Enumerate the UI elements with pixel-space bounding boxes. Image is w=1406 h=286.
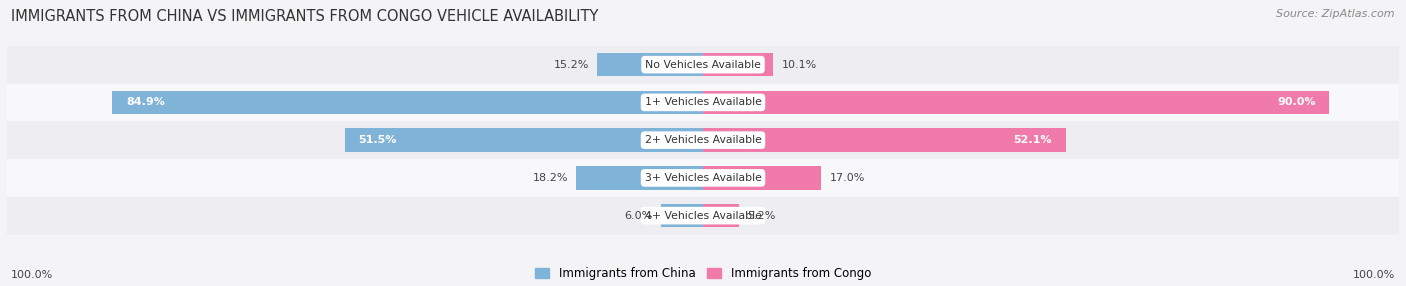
Bar: [7, 197, 1399, 235]
Text: 10.1%: 10.1%: [782, 60, 817, 69]
Text: No Vehicles Available: No Vehicles Available: [645, 60, 761, 69]
Text: 6.0%: 6.0%: [624, 211, 652, 221]
Text: 100.0%: 100.0%: [11, 270, 53, 280]
Text: 17.0%: 17.0%: [830, 173, 865, 183]
Text: 2+ Vehicles Available: 2+ Vehicles Available: [644, 135, 762, 145]
Legend: Immigrants from China, Immigrants from Congo: Immigrants from China, Immigrants from C…: [534, 267, 872, 280]
Bar: [661, 204, 703, 227]
Text: 3+ Vehicles Available: 3+ Vehicles Available: [644, 173, 762, 183]
Bar: [112, 91, 703, 114]
Bar: [598, 53, 703, 76]
Bar: [7, 121, 1399, 159]
Text: 84.9%: 84.9%: [127, 98, 165, 107]
Bar: [703, 128, 1066, 152]
Bar: [344, 128, 703, 152]
Bar: [7, 46, 1399, 84]
Text: Source: ZipAtlas.com: Source: ZipAtlas.com: [1277, 9, 1395, 19]
Bar: [703, 53, 773, 76]
Text: IMMIGRANTS FROM CHINA VS IMMIGRANTS FROM CONGO VEHICLE AVAILABILITY: IMMIGRANTS FROM CHINA VS IMMIGRANTS FROM…: [11, 9, 599, 23]
Bar: [7, 159, 1399, 197]
Text: 100.0%: 100.0%: [1353, 270, 1395, 280]
Bar: [703, 204, 740, 227]
Text: 5.2%: 5.2%: [748, 211, 776, 221]
Text: 1+ Vehicles Available: 1+ Vehicles Available: [644, 98, 762, 107]
Text: 4+ Vehicles Available: 4+ Vehicles Available: [644, 211, 762, 221]
Bar: [703, 166, 821, 190]
Bar: [703, 91, 1330, 114]
Text: 90.0%: 90.0%: [1277, 98, 1316, 107]
Text: 52.1%: 52.1%: [1014, 135, 1052, 145]
Text: 51.5%: 51.5%: [359, 135, 396, 145]
Bar: [576, 166, 703, 190]
Bar: [7, 84, 1399, 121]
Text: 18.2%: 18.2%: [533, 173, 568, 183]
Text: 15.2%: 15.2%: [554, 60, 589, 69]
